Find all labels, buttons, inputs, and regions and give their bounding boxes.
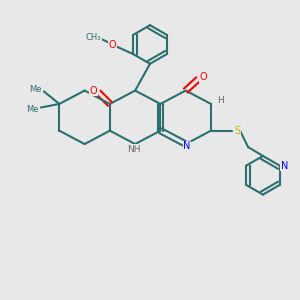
Text: N: N: [281, 160, 288, 171]
Text: H: H: [217, 96, 224, 105]
Text: NH: NH: [127, 145, 140, 154]
Text: N: N: [184, 141, 191, 152]
Text: O: O: [89, 85, 97, 96]
Text: Me: Me: [26, 105, 39, 114]
Text: O: O: [109, 40, 116, 50]
Text: S: S: [234, 126, 240, 136]
Text: Me: Me: [29, 85, 42, 94]
Text: CH₃: CH₃: [86, 33, 101, 42]
Text: O: O: [200, 72, 207, 82]
